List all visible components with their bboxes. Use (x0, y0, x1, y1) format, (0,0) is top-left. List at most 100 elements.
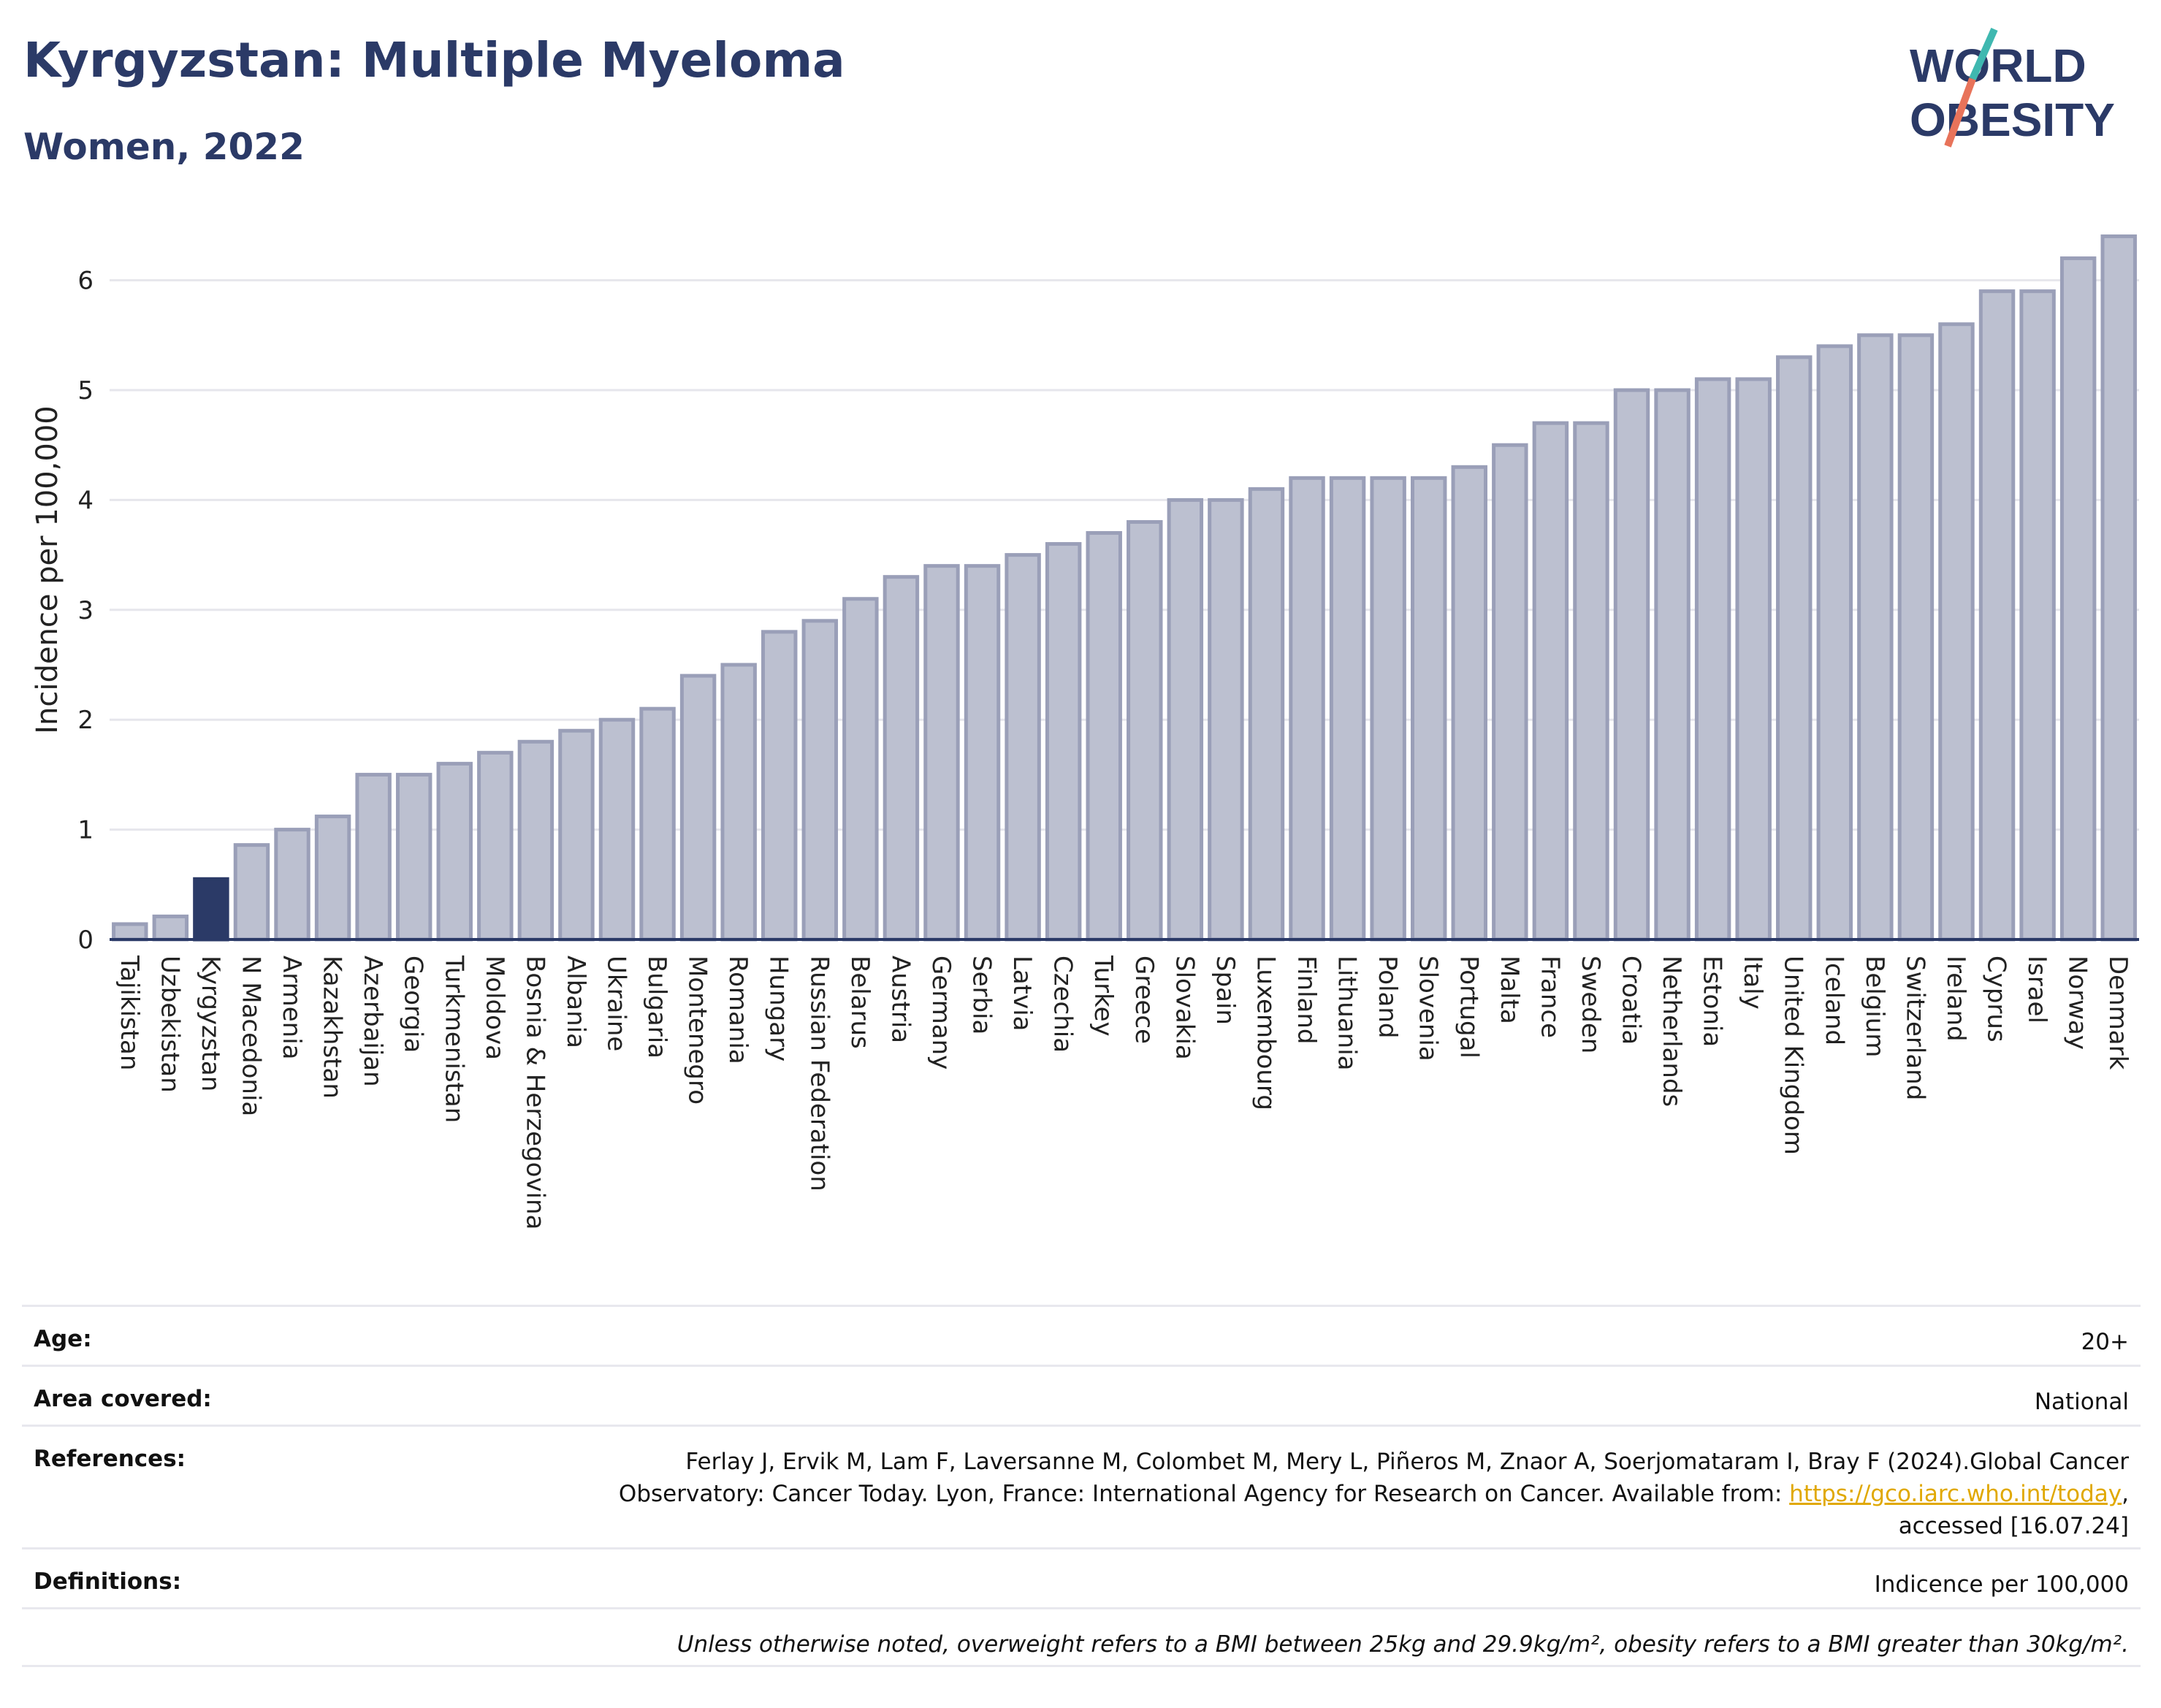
x-tick-label: Romania (723, 956, 752, 1064)
x-tick-label: Portugal (1454, 956, 1483, 1059)
x-tick-label: Germany (926, 956, 956, 1070)
bar-tajikistan (112, 922, 148, 942)
bar-finland (1289, 476, 1325, 942)
bar-netherlands (1654, 388, 1691, 942)
page-title: Kyrgyzstan: Multiple Myeloma (23, 32, 845, 88)
references-link[interactable]: https://gco.iarc.who.int/today (1789, 1481, 2122, 1507)
bar-bulgaria (639, 706, 676, 942)
bar-portugal (1451, 465, 1487, 942)
age-value: 20+ (2081, 1329, 2129, 1355)
x-tick-label: Israel (2022, 956, 2051, 1023)
bar-germany (923, 564, 960, 942)
x-tick-label: Hungary (764, 956, 793, 1061)
info-row-age: Age: 20+ (22, 1305, 2141, 1365)
bar-united-kingdom (1776, 355, 1813, 942)
x-tick-label: Cyprus (1982, 956, 2011, 1042)
info-row-note: Unless otherwise noted, overweight refer… (22, 1607, 2141, 1667)
bar-estonia (1694, 377, 1731, 942)
bar-belgium (1857, 333, 1894, 942)
x-tick-label: Albania (561, 956, 590, 1048)
x-tick-label: Serbia (967, 956, 996, 1034)
x-tick-label: Belarus (845, 956, 874, 1049)
bar-turkmenistan (436, 761, 473, 942)
x-tick-label: Spain (1211, 956, 1240, 1025)
x-tick-label: N Macedonia (236, 956, 265, 1116)
info-table: Age: 20+ Area covered: National Referenc… (22, 1305, 2141, 1667)
bar-greece (1127, 519, 1163, 942)
x-tick-label: Georgia (399, 956, 428, 1053)
bar-lithuania (1329, 476, 1366, 942)
bar-kazakhstan (314, 815, 351, 942)
y-tick-label: 2 (77, 706, 94, 735)
x-tick-label: Austria (885, 956, 915, 1043)
x-tick-label: Malta (1495, 956, 1524, 1024)
bar-denmark (2100, 234, 2137, 942)
bar-montenegro (679, 674, 717, 942)
info-row-definitions: Definitions: Indicence per 100,000 (22, 1547, 2141, 1607)
bar-spain (1208, 497, 1244, 942)
x-tick-label: Finland (1292, 956, 1321, 1045)
bar-switzerland (1897, 333, 1935, 942)
bar-bosnia-herzegovina (517, 739, 554, 942)
bar-luxembourg (1248, 487, 1285, 942)
slash-icon-coral (1944, 77, 1976, 148)
x-tick-label: Greece (1129, 956, 1159, 1044)
y-tick-label: 6 (77, 267, 94, 296)
info-row-area: Area covered: National (22, 1365, 2141, 1425)
definitions-label: Definitions: (34, 1568, 182, 1595)
y-axis-label: Incidence per 100,000 (31, 405, 64, 734)
x-tick-label: Armenia (277, 956, 306, 1060)
x-tick-label: Sweden (1576, 956, 1605, 1053)
area-label: Area covered: (34, 1386, 212, 1412)
x-tick-label: Poland (1373, 956, 1402, 1039)
x-tick-label: Iceland (1819, 956, 1848, 1045)
x-tick-label: Croatia (1617, 956, 1646, 1045)
bar-romania (720, 663, 757, 942)
slash-icon-teal (1969, 27, 1998, 81)
y-axis: 0 1 2 3 4 5 6 (77, 267, 94, 955)
world-obesity-logo: WORLD OBESITY (1910, 27, 2115, 148)
area-value: National (2034, 1389, 2129, 1415)
logo-word-obesity: OBESITY (1910, 94, 2115, 146)
bar-italy (1735, 377, 1772, 942)
bmi-note: Unless otherwise noted, overweight refer… (676, 1631, 2129, 1658)
bar-france (1532, 421, 1569, 942)
x-tick-label: Kyrgyzstan (196, 956, 225, 1091)
x-tick-label: Turkmenistan (439, 955, 468, 1123)
bar-austria (883, 575, 920, 942)
bar-cyprus (1978, 289, 2016, 942)
y-tick-label: 3 (77, 596, 94, 625)
bar-chart: 0 1 2 3 4 5 6 Tajikistan Uzbekistan Kyrgyzstan N … (31, 234, 2139, 1229)
bar-russian-federation (801, 619, 839, 942)
x-tick-label: Ukraine (602, 956, 631, 1051)
bars (112, 234, 2137, 942)
references-label: References: (34, 1446, 186, 1472)
references-value: Ferlay J, Ervik M, Lam F, Laversanne M, … (619, 1446, 2129, 1542)
age-label: Age: (34, 1326, 92, 1352)
references-line-2: Observatory: Cancer Today. Lyon, France:… (619, 1478, 2129, 1510)
bar-latvia (1005, 553, 1041, 942)
references-line-2-suffix: , (2122, 1481, 2129, 1507)
bar-turkey (1086, 531, 1122, 942)
x-tick-label: Czechia (1048, 956, 1078, 1053)
bar-norway (2059, 256, 2097, 942)
references-line-1: Ferlay J, Ervik M, Lam F, Laversanne M, … (685, 1449, 2129, 1475)
references-line-3: accessed [16.07.24] (1898, 1513, 2129, 1539)
x-tick-label: Bulgaria (642, 956, 671, 1059)
bar-ireland (1938, 322, 1975, 942)
x-tick-label: Ireland (1941, 956, 1970, 1042)
bar-malta (1492, 443, 1528, 942)
x-tick-label: Netherlands (1657, 956, 1686, 1107)
x-tick-label: Italy (1738, 956, 1767, 1010)
x-tick-label: United Kingdom (1779, 956, 1808, 1155)
bar-sweden (1573, 421, 1609, 942)
bar-slovakia (1167, 497, 1204, 942)
bar-n-macedonia (233, 843, 270, 942)
x-tick-label: Switzerland (1900, 956, 1929, 1100)
bar-kyrgyzstan (193, 877, 229, 942)
x-tick-label: Kazakhstan (318, 956, 347, 1099)
x-tick-label: Lithuania (1333, 956, 1362, 1070)
bar-uzbekistan (152, 914, 189, 942)
x-tick-label: Slovenia (1414, 956, 1443, 1061)
bar-albania (558, 728, 595, 942)
